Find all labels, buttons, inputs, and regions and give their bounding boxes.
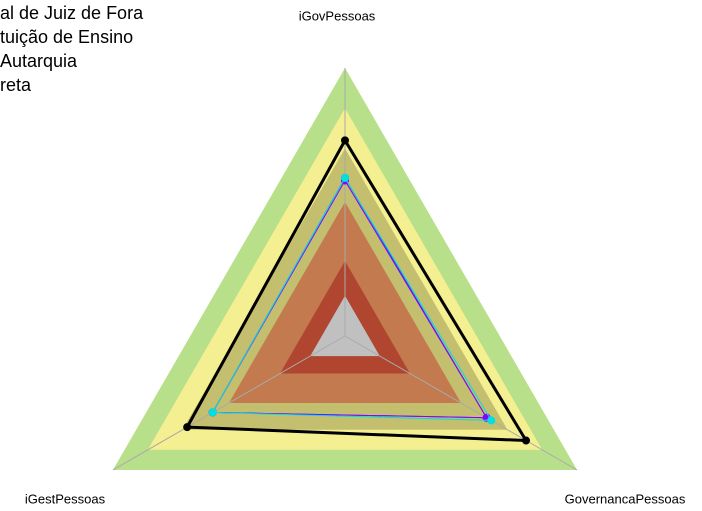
series-line xyxy=(211,179,488,419)
axis-label: GovernancaPessoas xyxy=(565,491,686,506)
axis-label: iGestPessoas xyxy=(25,491,106,506)
series-point xyxy=(208,408,217,417)
axis-line xyxy=(344,335,578,471)
legend-entry: reta xyxy=(0,75,32,95)
axis-label: iGovPessoas xyxy=(299,8,376,23)
series-point xyxy=(341,173,349,182)
series-point xyxy=(341,136,349,145)
series-point xyxy=(487,416,496,425)
axis-line xyxy=(112,335,346,471)
legend-entry: al de Juiz de Fora xyxy=(0,3,144,23)
legend-entry: tuição de Ensino xyxy=(0,27,133,47)
legend-entry: Autarquia xyxy=(0,51,78,71)
series-point xyxy=(522,436,531,445)
series-point xyxy=(183,423,192,432)
series-line xyxy=(184,137,529,443)
series-line xyxy=(211,176,493,421)
